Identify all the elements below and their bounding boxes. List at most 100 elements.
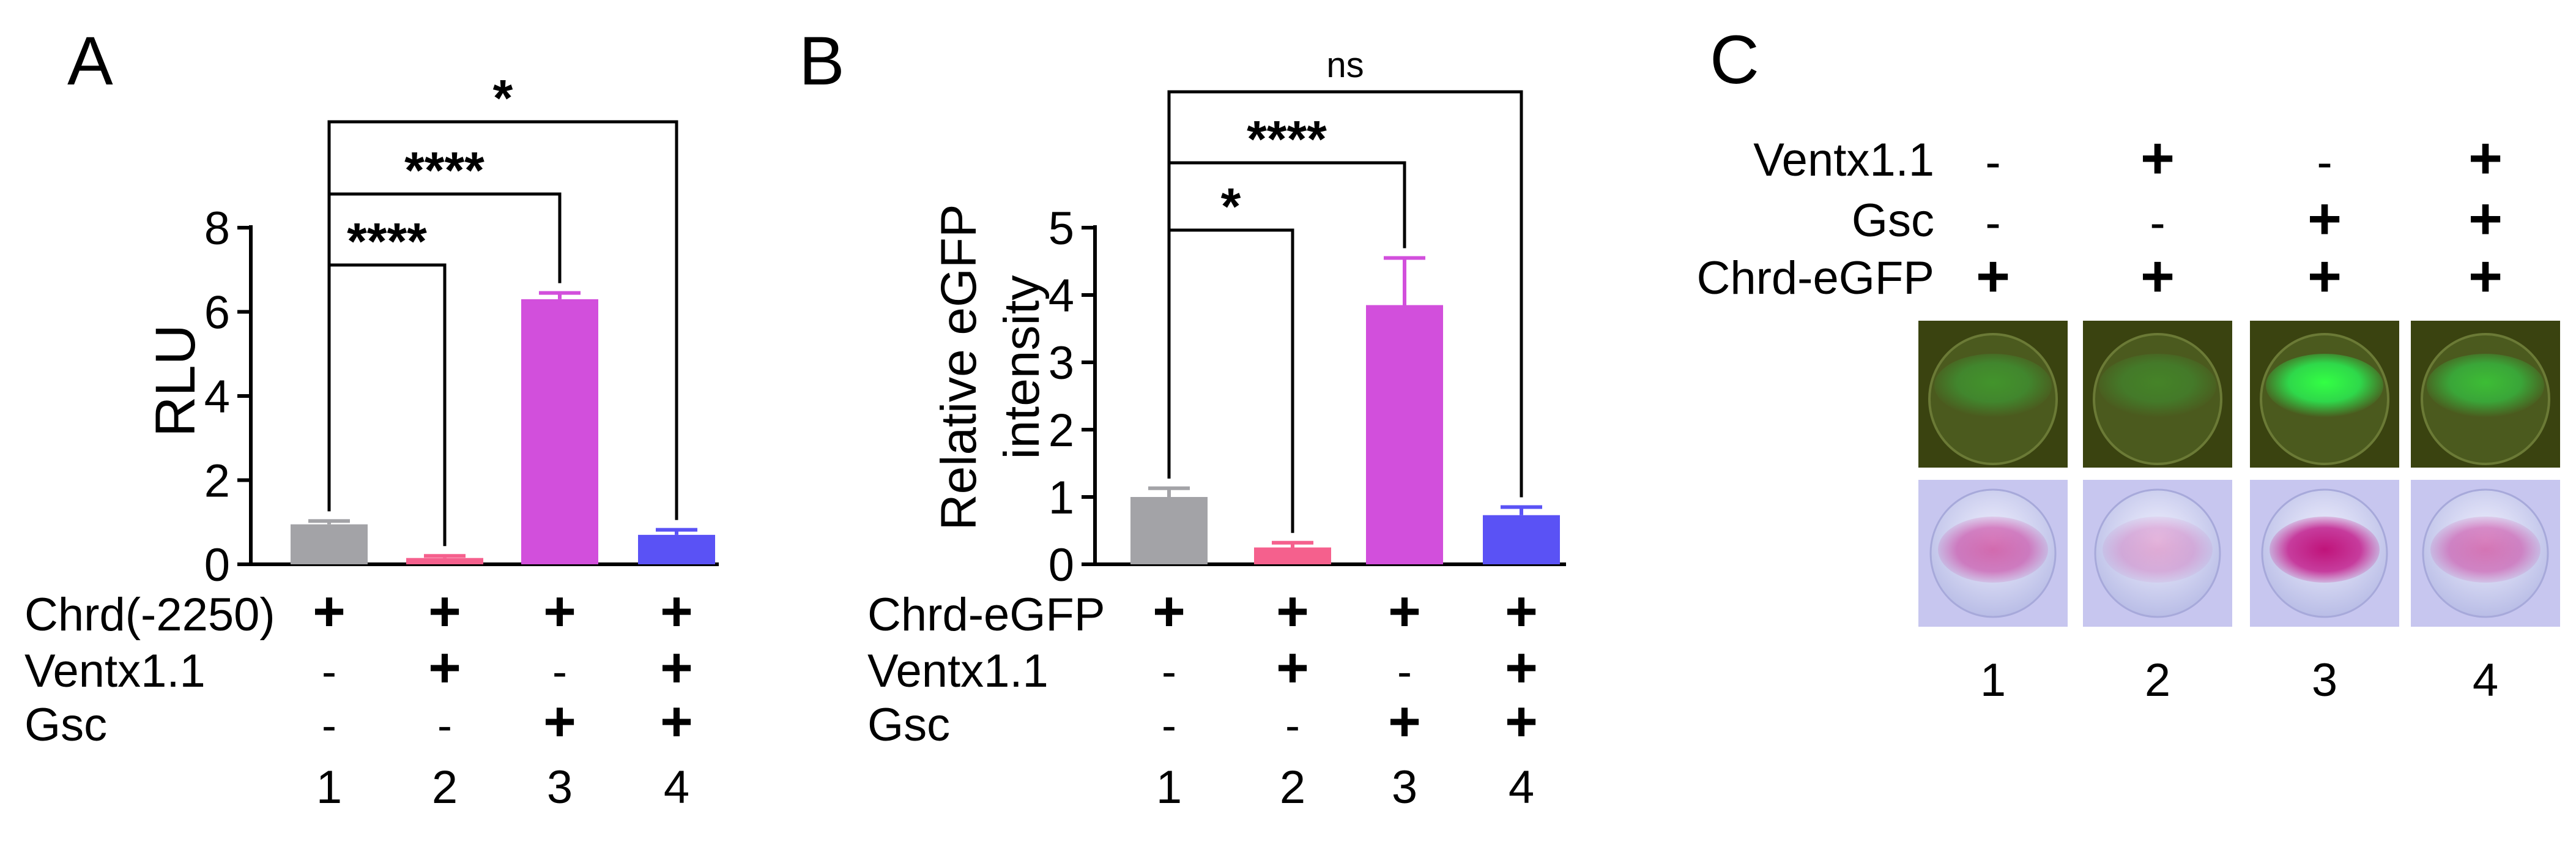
significance-label: **** [404,141,484,199]
bar [638,534,715,564]
gfp-signal [2099,354,2216,417]
y-axis-label-a: RLU [144,324,207,437]
condition-table-b: Chrd-eGFP + + + +Ventx1.1- + - +Gsc - - + +1 2 3 4 [867,580,1538,813]
condition-mark: + [2468,244,2503,309]
bar [1483,515,1560,564]
in-situ-image [2083,480,2232,627]
gfp-signal [2266,354,2383,417]
embryo-images [1918,321,2560,627]
condition-label: Gsc [1852,195,1934,247]
stain-signal [2270,517,2380,583]
condition-mark: - [322,701,336,750]
stain-signal [2430,517,2541,583]
y-axis-label-b-line2: intensity [994,275,1050,460]
significance-label: **** [347,212,427,270]
y-tick-label: 1 [1049,472,1074,524]
panel-letter-b: B [799,23,845,99]
significance-b: ***** ns [1167,45,1523,533]
y-tick-label: 8 [204,203,230,255]
significance-bracket [1167,90,1523,498]
lane-number: 2 [1280,761,1305,813]
lane-number: 3 [2312,654,2337,706]
condition-label: Chrd-eGFP [867,589,1105,641]
condition-mark: + [2468,186,2503,252]
lane-number: 2 [432,761,458,813]
gfp-signal [1934,354,2052,417]
lane-number: 4 [1509,761,1534,813]
y-axis-a: 0 2 4 6 8 [204,203,719,591]
condition-mark: + [2468,125,2503,191]
lane-number: 1 [1156,761,1182,813]
bars-a [291,291,715,564]
y-tick-label: 0 [1049,539,1074,591]
significance-label: ns [1326,45,1364,85]
condition-mark: + [428,637,461,699]
condition-mark: - [1285,701,1300,750]
condition-mark: + [2307,186,2342,252]
condition-mark: - [2317,136,2332,189]
condition-label: Ventx1.1 [1753,134,1934,186]
condition-mark: + [1153,580,1186,643]
bar [521,299,598,564]
y-tick-label: 5 [1049,203,1074,255]
condition-mark: + [2140,244,2175,309]
condition-mark: + [1388,690,1421,753]
condition-mark: + [313,580,346,643]
in-situ-image [2411,480,2560,627]
bars-b [1130,256,1560,564]
condition-mark: + [543,580,576,643]
significance-a: ********* [327,69,678,547]
condition-mark: - [1985,197,2000,249]
condition-mark: + [660,690,693,753]
lane-number: 4 [2473,654,2498,706]
stain-signal [2103,517,2213,583]
condition-mark: - [322,648,336,696]
condition-label: Gsc [867,699,950,751]
stain-signal [1938,517,2048,583]
condition-mark: + [543,690,576,753]
y-axis-label-b-line1: Relative eGFP [931,204,987,530]
y-tick-label: 4 [204,371,230,423]
significance-label: * [493,69,513,127]
condition-mark: + [1505,690,1538,753]
lane-number: 3 [1392,761,1417,813]
gfp-image [2083,321,2232,468]
condition-mark: + [2140,125,2175,191]
condition-label: Ventx1.1 [24,645,206,697]
lane-numbers-c: 1 2 3 4 [1980,654,2498,706]
in-situ-image [1918,480,2068,627]
condition-mark: + [1505,637,1538,699]
significance-bracket [327,120,678,520]
condition-table-c: Ventx1.1- + - +Gsc - - + +Chrd-eGFP + + + + [1696,125,2503,309]
y-tick-label: 2 [1049,405,1074,457]
condition-mark: - [552,648,567,696]
lane-number: 4 [664,761,689,813]
condition-mark: + [660,637,693,699]
panel-letter-c: C [1710,21,1759,98]
condition-mark: - [1162,648,1176,696]
bar [406,558,483,564]
bar [1130,497,1208,564]
y-tick-label: 3 [1049,337,1074,389]
panel-b: B Relative eGFP intensity 0 1 2 3 4 5 ***** ns… [799,23,1566,813]
y-tick-label: 2 [204,455,230,507]
condition-mark: + [1388,580,1421,643]
y-tick-label: 0 [204,539,230,591]
bar [291,524,368,564]
gfp-image [2250,321,2399,468]
condition-mark: - [1397,648,1412,696]
significance-label: **** [1247,110,1327,168]
condition-mark: + [660,580,693,643]
condition-label: Chrd-eGFP [1696,252,1934,304]
gfp-image [1918,321,2068,468]
condition-mark: + [1276,637,1309,699]
lane-number: 1 [316,761,342,813]
panel-letter-a: A [67,23,113,99]
in-situ-image [2250,480,2399,627]
y-tick-label: 6 [204,287,230,339]
condition-mark: + [428,580,461,643]
condition-label: Gsc [24,699,107,751]
